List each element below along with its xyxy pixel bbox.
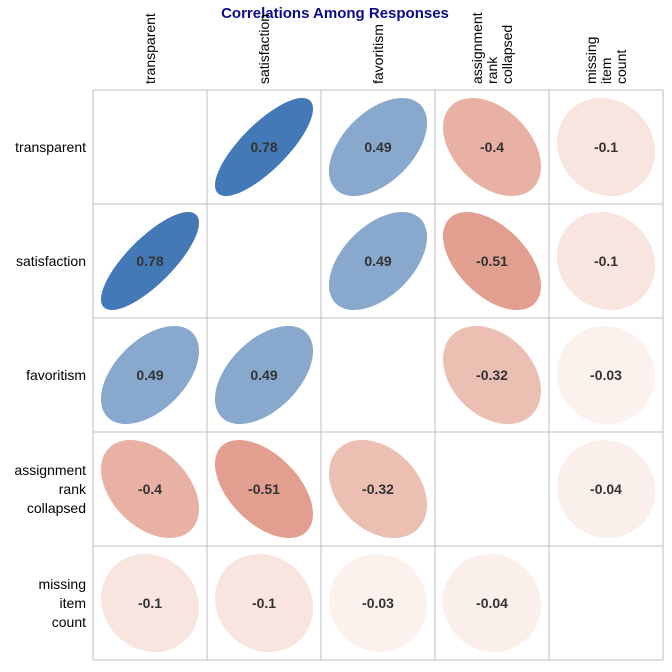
- row-label: assignment: [14, 462, 86, 478]
- correlation-ellipse-assignment_rank_collapsed-missing_item_count: [556, 439, 656, 539]
- value-label: 0.49: [250, 367, 277, 383]
- value-label: -0.51: [476, 253, 508, 269]
- correlation-ellipse-favoritism-transparent: [100, 325, 200, 425]
- correlation-ellipse-missing_item_count-satisfaction: [214, 553, 314, 653]
- value-label: -0.1: [252, 595, 276, 611]
- row-labels: transparent satisfaction favoritism assignm…: [14, 139, 87, 630]
- value-label: -0.32: [476, 367, 508, 383]
- value-label: 0.49: [364, 253, 391, 269]
- correlation-ellipse-transparent-satisfaction: [214, 97, 314, 197]
- value-label: -0.03: [362, 595, 394, 611]
- chart-title: Correlations Among Responses: [221, 5, 449, 22]
- correlation-ellipse-satisfaction-assignment_rank_collapsed: [442, 211, 542, 311]
- value-label-layer: 0.78 0.49 -0.4 -0.1 0.78 0.49 -0.51 -0.1 0.49 0.4…: [136, 139, 622, 611]
- row-label: item: [60, 595, 86, 611]
- column-label: count: [613, 50, 629, 84]
- correlation-ellipse-assignment_rank_collapsed-transparent: [100, 439, 200, 539]
- correlation-ellipse-transparent-favoritism: [328, 97, 428, 197]
- row-label: collapsed: [27, 500, 86, 516]
- correlation-ellipse-satisfaction-favoritism: [328, 211, 428, 311]
- value-label: -0.04: [590, 481, 622, 497]
- value-label: -0.03: [590, 367, 622, 383]
- column-labels: transparent satisfaction favoritism assignm…: [142, 12, 629, 84]
- column-label: assignment: [469, 12, 485, 84]
- matrix-grid: [92, 89, 664, 661]
- value-label: -0.51: [248, 481, 280, 497]
- row-label: count: [52, 614, 86, 630]
- correlation-ellipse-assignment_rank_collapsed-favoritism: [328, 439, 428, 539]
- value-label: -0.1: [594, 253, 618, 269]
- correlation-ellipse-favoritism-assignment_rank_collapsed: [442, 325, 542, 425]
- correlation-ellipse-favoritism-missing_item_count: [556, 325, 656, 425]
- value-label: -0.4: [138, 481, 162, 497]
- correlation-ellipse-missing_item_count-favoritism: [328, 553, 428, 653]
- ellipse-layer: [100, 97, 656, 653]
- correlation-ellipse-missing_item_count-assignment_rank_collapsed: [442, 553, 542, 653]
- column-label: satisfaction: [256, 14, 272, 84]
- row-label: missing: [39, 576, 86, 592]
- value-label: -0.04: [476, 595, 508, 611]
- row-label: transparent: [15, 139, 86, 155]
- value-label: 0.49: [136, 367, 163, 383]
- row-label: favoritism: [26, 367, 86, 383]
- row-label: satisfaction: [16, 253, 86, 269]
- value-label: -0.1: [138, 595, 162, 611]
- correlation-ellipse-favoritism-satisfaction: [214, 325, 314, 425]
- column-label: collapsed: [499, 25, 515, 84]
- column-label: rank: [484, 56, 500, 84]
- correlation-ellipse-missing_item_count-transparent: [100, 553, 200, 653]
- correlation-ellipse-transparent-missing_item_count: [556, 97, 656, 197]
- correlation-ellipse-transparent-assignment_rank_collapsed: [442, 97, 542, 197]
- row-label: rank: [59, 481, 87, 497]
- value-label: 0.49: [364, 139, 391, 155]
- value-label: -0.1: [594, 139, 618, 155]
- value-label: -0.32: [362, 481, 394, 497]
- value-label: 0.78: [250, 139, 277, 155]
- correlation-ellipse-assignment_rank_collapsed-satisfaction: [214, 439, 314, 539]
- column-label: favoritism: [370, 24, 386, 84]
- correlation-ellipse-satisfaction-transparent: [100, 211, 200, 311]
- column-label: item: [598, 58, 614, 84]
- value-label: -0.4: [480, 139, 504, 155]
- column-label: transparent: [142, 13, 158, 84]
- correlation-ellipse-satisfaction-missing_item_count: [556, 211, 656, 311]
- column-label: missing: [583, 37, 599, 84]
- value-label: 0.78: [136, 253, 163, 269]
